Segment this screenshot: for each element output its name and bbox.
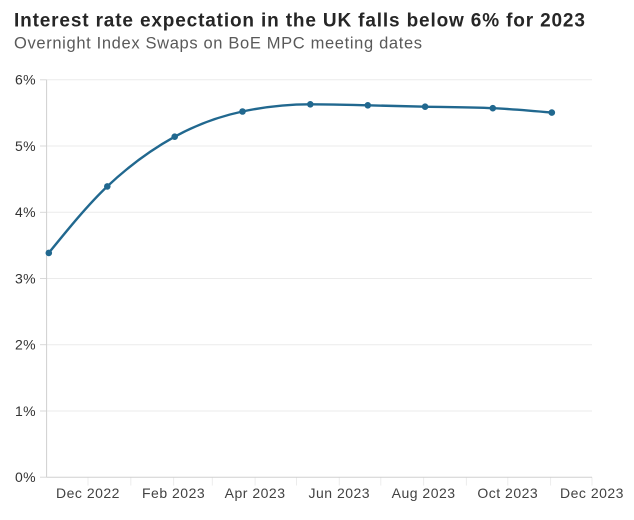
svg-text:0%: 0%: [15, 469, 36, 485]
svg-text:Dec 2023: Dec 2023: [560, 485, 624, 501]
svg-text:1%: 1%: [15, 403, 36, 419]
svg-text:Aug 2023: Aug 2023: [392, 485, 456, 501]
svg-text:Feb 2023: Feb 2023: [142, 485, 205, 501]
svg-text:Apr 2023: Apr 2023: [225, 485, 286, 501]
svg-text:2%: 2%: [15, 337, 36, 353]
svg-text:5%: 5%: [15, 138, 36, 154]
svg-text:3%: 3%: [15, 270, 36, 286]
svg-text:4%: 4%: [15, 204, 36, 220]
svg-text:6%: 6%: [15, 72, 36, 88]
svg-text:Oct 2023: Oct 2023: [477, 485, 538, 501]
svg-text:Overnight Index Swaps on BoE M: Overnight Index Swaps on BoE MPC meeting…: [14, 35, 423, 53]
svg-text:Dec 2022: Dec 2022: [56, 485, 120, 501]
svg-text:Interest rate expectation in t: Interest rate expectation in the UK fall…: [14, 10, 586, 31]
svg-text:Jun 2023: Jun 2023: [308, 485, 370, 501]
